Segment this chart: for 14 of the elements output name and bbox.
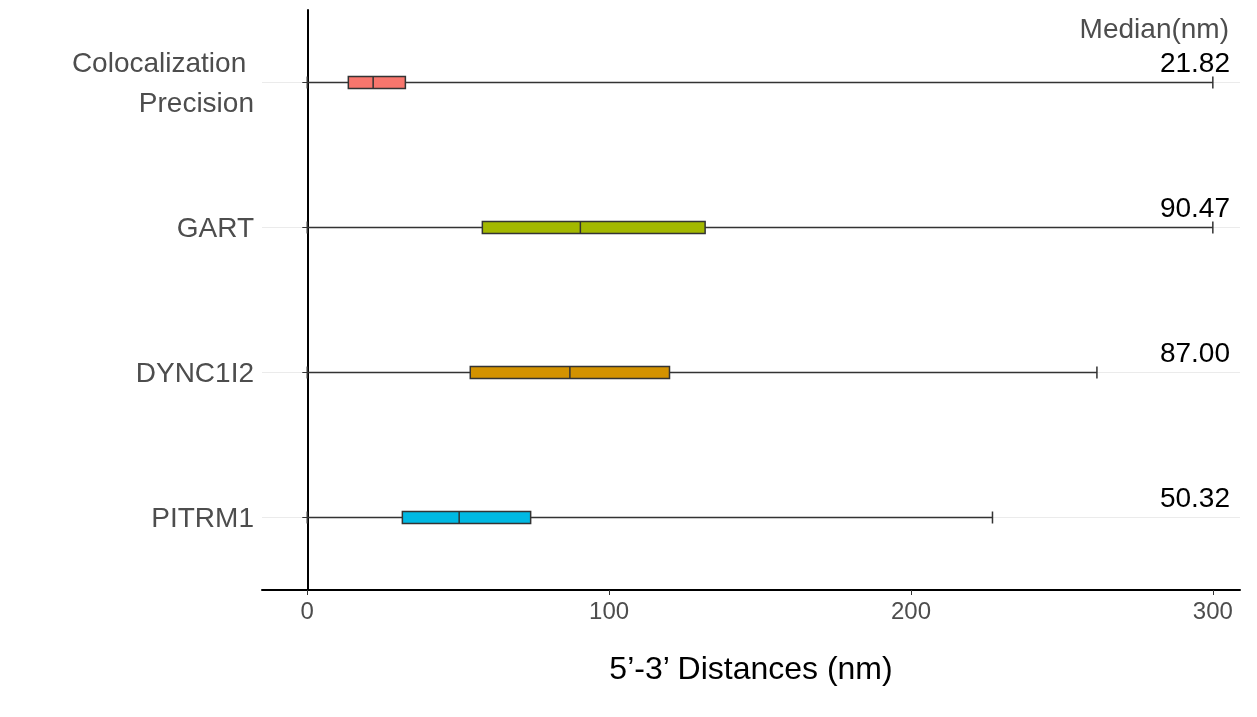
annotation: 50.32 (1159, 482, 1230, 513)
annotation: Median(nm) (1079, 12, 1230, 44)
y-tick-label: GART (176, 212, 254, 243)
y-tick-label: Colocalization Precision (71, 47, 254, 118)
y-tick-label: PITRM1 (151, 502, 254, 533)
x-tick-label: 0 (300, 596, 314, 624)
annotation: 21.82 (1159, 47, 1230, 78)
x-tick-label: 300 (1192, 596, 1233, 624)
x-axis-title: 5’-3’ Distances (nm) (609, 650, 893, 686)
annotation: 87.00 (1159, 337, 1230, 368)
annotation: 90.47 (1159, 192, 1230, 223)
x-tick-label: 100 (589, 596, 630, 624)
y-tick-label: DYNC1I2 (135, 357, 254, 388)
x-tick-label: 200 (890, 596, 931, 624)
